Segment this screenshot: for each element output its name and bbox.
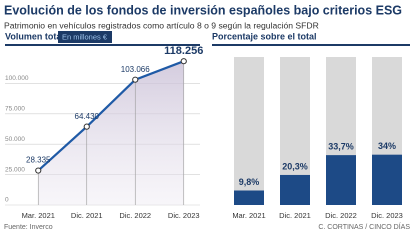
bar-background (234, 57, 264, 205)
panel-rule (212, 44, 410, 46)
x-tick-label: Dic. 2023 (371, 211, 403, 220)
marker (180, 58, 187, 65)
value-label: 34% (378, 141, 396, 151)
panel-unit: En millones € (62, 32, 108, 41)
value-label: 28.335 (26, 156, 51, 165)
subtitle: Patrimonio en vehículos registrados como… (4, 20, 319, 30)
x-tick-label: Dic. 2022 (119, 211, 151, 220)
y-tick-label: 0 (5, 197, 9, 204)
panel-rule (5, 44, 200, 46)
value-label: 33,7% (328, 141, 354, 151)
value-label: 103.066 (121, 65, 150, 74)
value-label: 64.430 (75, 112, 100, 121)
title: Evolución de los fondos de inversión esp… (4, 3, 402, 17)
bar (234, 190, 264, 205)
x-tick-label: Mar. 2021 (22, 211, 55, 220)
y-tick-label: 25.000 (5, 166, 25, 173)
x-tick-label: Dic. 2023 (168, 211, 200, 220)
source: Fuente: Inverco (4, 224, 53, 231)
area (38, 61, 184, 206)
line (37, 60, 185, 172)
value-label: 9,8% (239, 177, 260, 187)
bar (326, 155, 356, 205)
panel-title: Porcentaje sobre el total (212, 31, 317, 41)
page: Evolución de los fondos de inversión esp… (4, 3, 410, 231)
marker (83, 123, 90, 130)
credit: C. CORTINAS / CINCO DÍAS (318, 222, 410, 231)
bar (372, 154, 402, 205)
y-tick-label: 75.000 (5, 106, 25, 113)
unit-box (58, 31, 112, 43)
y-tick-label: 50.000 (5, 136, 25, 143)
value-label: 118.256 (164, 45, 203, 57)
x-tick-label: Dic. 2021 (71, 211, 103, 220)
panel-title: Volumen total (5, 31, 64, 41)
bar (280, 174, 310, 205)
y-tick-label: 100.000 (5, 75, 29, 82)
x-tick-label: Dic. 2022 (325, 211, 357, 220)
value-label: 20,3% (282, 161, 308, 171)
x-tick-label: Mar. 2021 (232, 211, 265, 220)
marker (132, 76, 139, 83)
x-tick-label: Dic. 2021 (279, 211, 311, 220)
marker (35, 167, 42, 174)
